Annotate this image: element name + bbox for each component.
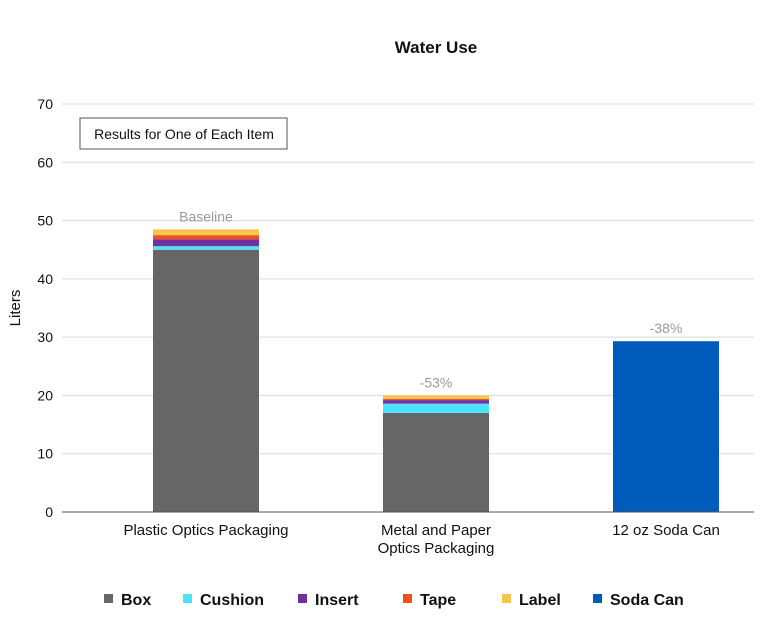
bar-segment-tape	[153, 235, 259, 240]
legend-swatch	[403, 594, 412, 603]
x-category-label: Optics Packaging	[378, 540, 495, 557]
y-tick-label: 70	[37, 96, 53, 112]
legend-item: Box	[104, 592, 151, 609]
y-tick-label: 30	[37, 329, 53, 345]
y-tick-label: 20	[37, 387, 53, 403]
bar-stack	[153, 229, 259, 512]
results-note-text: Results for One of Each Item	[94, 126, 274, 142]
legend-swatch	[104, 594, 113, 603]
x-category-label: 12 oz Soda Can	[612, 522, 720, 539]
y-axis-label: Liters	[7, 290, 24, 327]
chart-title: Water Use	[395, 38, 478, 57]
x-axis-categories: Plastic Optics Packaging Metal and PaperO…	[123, 522, 719, 557]
legend-label: Tape	[420, 592, 456, 609]
legend-label: Insert	[315, 592, 359, 609]
bar-segment-cushion	[153, 246, 259, 250]
bar-annotation: -38%	[650, 320, 683, 336]
bars	[153, 229, 719, 512]
legend-label: Box	[121, 592, 151, 609]
results-note-box: Results for One of Each Item	[79, 117, 288, 150]
legend-swatch	[502, 594, 511, 603]
bar-segment-box	[153, 249, 259, 512]
bar-segment-insert	[383, 400, 489, 404]
legend-swatch	[183, 594, 192, 603]
x-category-label: Metal and Paper	[381, 522, 491, 539]
legend-swatch	[298, 594, 307, 603]
legend-item: Insert	[298, 592, 359, 609]
x-category-label: Plastic Optics Packaging	[123, 522, 288, 539]
legend: Box Cushion Insert Tape Label Soda Can	[104, 592, 684, 609]
bar-stack	[613, 341, 719, 512]
legend-label: Soda Can	[610, 592, 684, 609]
legend-swatch	[593, 594, 602, 603]
legend-item: Label	[502, 592, 561, 609]
legend-item: Soda Can	[593, 592, 684, 609]
legend-item: Tape	[403, 592, 456, 609]
y-tick-label: 60	[37, 154, 53, 170]
y-tick-label: 50	[37, 213, 53, 229]
bar-segment-label	[153, 229, 259, 236]
bar-segment-box	[383, 412, 489, 512]
bar-segment-insert	[153, 239, 259, 247]
bar-segment-tape	[383, 398, 489, 401]
bar-annotation: -53%	[420, 374, 453, 390]
bar-segment-soda-can	[613, 341, 719, 512]
legend-label: Label	[519, 592, 561, 609]
bar-segment-cushion	[383, 403, 489, 413]
bar-stack	[383, 395, 489, 512]
bar-annotation: Baseline	[179, 208, 233, 224]
legend-item: Cushion	[183, 592, 264, 609]
bar-annotations: Baseline -53% -38%	[179, 208, 682, 390]
y-tick-label: 40	[37, 271, 53, 287]
legend-label: Cushion	[200, 592, 264, 609]
y-axis-ticks: 0 10 20 30 40 50 60 70	[37, 96, 53, 520]
bar-segment-label	[383, 395, 489, 399]
y-tick-label: 0	[45, 504, 53, 520]
y-tick-label: 10	[37, 446, 53, 462]
